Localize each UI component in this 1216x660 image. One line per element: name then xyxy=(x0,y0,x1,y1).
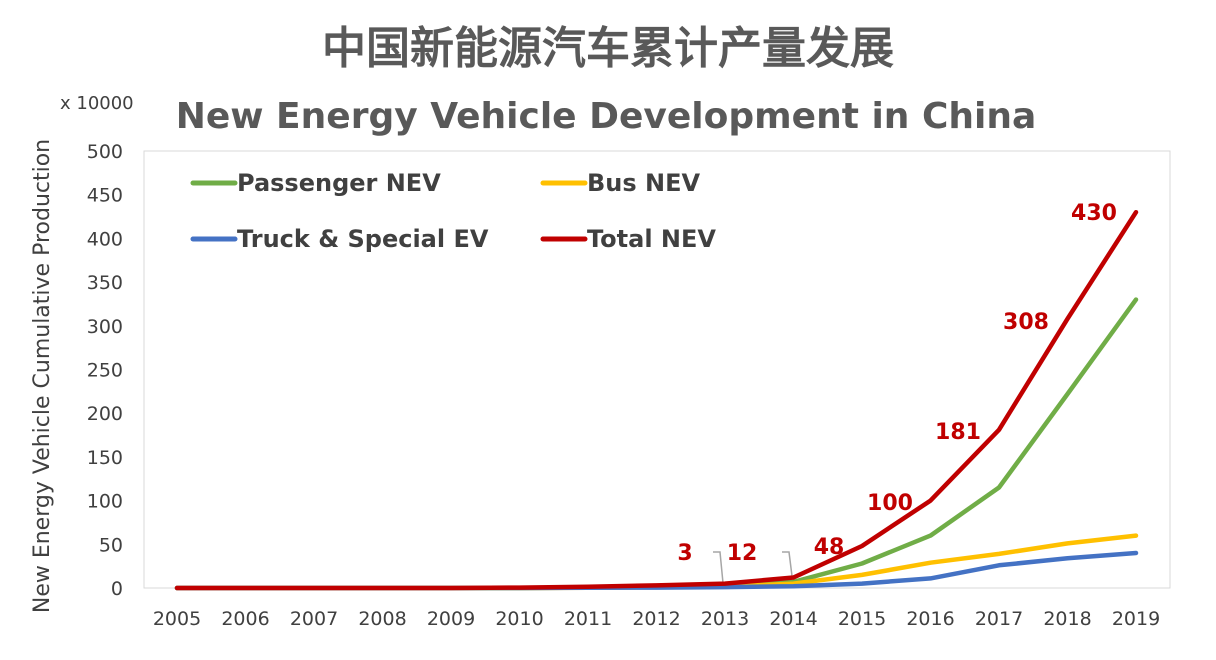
y-axis-unit: x 10000 xyxy=(60,93,134,114)
y-axis-ticks: 0 50 100 150 200 250 300 350 400 450 500 xyxy=(87,141,123,600)
series-line-truck-special-ev xyxy=(174,550,1139,591)
x-tick-label: 2006 xyxy=(221,608,269,630)
data-label-total-nev: 3 xyxy=(677,541,692,566)
x-tick-label: 2009 xyxy=(427,608,475,630)
y-tick-label: 450 xyxy=(87,185,123,207)
legend-label-truck-special-ev: Truck & Special EV xyxy=(237,225,489,253)
x-tick-label: 2012 xyxy=(632,608,680,630)
legend-label-passenger-nev: Passenger NEV xyxy=(237,169,441,197)
data-label-total-nev: 12 xyxy=(727,541,758,566)
chart-subtitle: New Energy Vehicle Development in China xyxy=(176,96,1037,137)
y-tick-label: 50 xyxy=(99,534,123,556)
y-tick-label: 250 xyxy=(87,360,123,382)
data-labels: 3 12 48 100 181 308 430 xyxy=(677,201,1117,566)
x-tick-label: 2011 xyxy=(564,608,612,630)
x-tick-label: 2018 xyxy=(1043,608,1091,630)
data-label-total-nev: 181 xyxy=(935,420,981,445)
y-tick-label: 350 xyxy=(87,272,123,294)
data-label-total-nev: 308 xyxy=(1003,310,1049,335)
label-leader-line xyxy=(713,551,724,584)
x-tick-label: 2019 xyxy=(1112,608,1160,630)
y-tick-label: 0 xyxy=(111,578,123,600)
series-line-bus-nev xyxy=(174,533,1139,591)
y-tick-label: 150 xyxy=(87,447,123,469)
data-label-total-nev: 48 xyxy=(814,535,845,560)
plot-area-border xyxy=(143,150,1171,589)
y-tick-label: 500 xyxy=(87,141,123,163)
x-tick-label: 2017 xyxy=(975,608,1023,630)
x-tick-label: 2015 xyxy=(838,608,886,630)
x-axis-ticks: 2005 2006 2007 2008 2009 2010 2011 2012 2013 2014… xyxy=(153,608,1160,630)
label-leader-lines xyxy=(713,551,793,584)
x-tick-label: 2013 xyxy=(701,608,749,630)
y-tick-label: 300 xyxy=(87,316,123,338)
x-tick-label: 2014 xyxy=(769,608,817,630)
series-line-total-nev xyxy=(174,209,1139,591)
x-tick-label: 2007 xyxy=(290,608,338,630)
x-tick-label: 2010 xyxy=(495,608,543,630)
series-lines xyxy=(174,209,1139,591)
chart-title-chinese: 中国新能源汽车累计产量发展 xyxy=(322,23,894,74)
data-label-total-nev: 100 xyxy=(867,491,913,516)
x-tick-label: 2005 xyxy=(153,608,201,630)
y-tick-label: 100 xyxy=(87,491,123,513)
y-axis-label: New Energy Vehicle Cumulative Production xyxy=(30,139,55,613)
series-line-passenger-nev xyxy=(174,297,1139,591)
legend-label-bus-nev: Bus NEV xyxy=(587,169,701,197)
data-label-total-nev: 430 xyxy=(1071,201,1117,226)
legend-label-total-nev: Total NEV xyxy=(587,225,716,253)
label-leader-line xyxy=(782,551,793,577)
x-tick-label: 2016 xyxy=(906,608,954,630)
legend: Passenger NEV Bus NEV Truck & Special EV To… xyxy=(190,169,716,253)
y-tick-label: 200 xyxy=(87,403,123,425)
y-tick-label: 400 xyxy=(87,228,123,250)
x-tick-label: 2008 xyxy=(358,608,406,630)
